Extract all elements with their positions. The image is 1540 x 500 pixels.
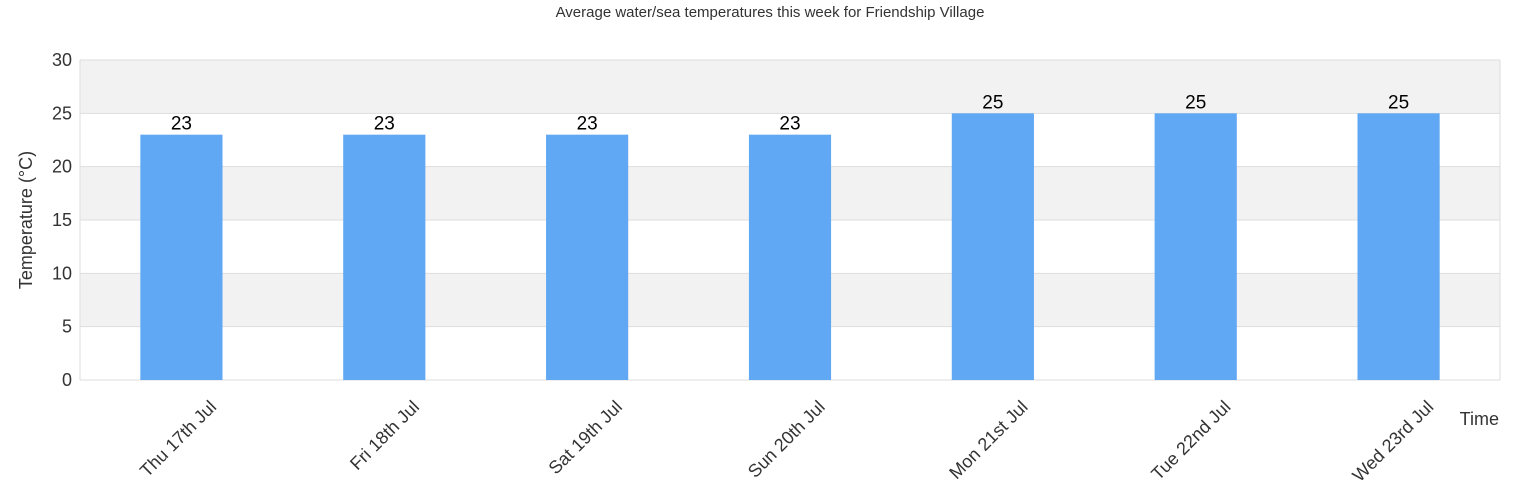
value-labels: 23 23 23 23 25 25 25 (171, 92, 1409, 134)
y-axis-ticks: 0 5 10 15 20 25 30 (52, 50, 72, 390)
bar-value-label: 25 (1185, 92, 1206, 113)
x-tick-label: Sat 19th Jul (545, 397, 626, 478)
chart-title: Average water/sea temperatures this week… (556, 4, 985, 21)
bar (1357, 113, 1440, 380)
bar-value-label: 23 (171, 114, 192, 135)
bar-value-label: 25 (982, 92, 1003, 113)
bar (343, 134, 426, 380)
y-tick-label: 10 (52, 263, 72, 283)
x-axis-ticks: Thu 17th Jul Fri 18th Jul Sat 19th Jul Sun … (136, 397, 1437, 486)
x-tick-label: Tue 22nd Jul (1147, 397, 1234, 484)
y-axis-label: Temperature (°C) (16, 151, 36, 289)
bar-value-label: 25 (1388, 92, 1409, 113)
y-tick-label: 25 (52, 103, 72, 123)
bar (951, 113, 1034, 380)
bar-value-label: 23 (577, 114, 598, 135)
bars (140, 113, 1440, 380)
y-tick-label: 20 (52, 157, 72, 177)
background-band (80, 60, 1500, 114)
x-tick-label: Thu 17th Jul (136, 397, 220, 481)
bar (748, 134, 832, 380)
bar-value-label: 23 (779, 114, 800, 135)
bar (140, 134, 223, 380)
y-tick-label: 30 (52, 50, 72, 70)
bar (1154, 113, 1237, 380)
bar-value-label: 23 (374, 114, 395, 135)
x-tick-label: Wed 23rd Jul (1348, 397, 1437, 486)
y-tick-label: 0 (62, 370, 72, 390)
x-axis-label: Time (1460, 409, 1499, 429)
y-tick-label: 15 (52, 210, 72, 230)
x-tick-label: Sun 20th Jul (744, 397, 829, 482)
bar (546, 134, 629, 380)
y-tick-label: 5 (62, 317, 72, 337)
x-tick-label: Mon 21st Jul (945, 397, 1031, 483)
x-tick-label: Fri 18th Jul (346, 397, 423, 474)
